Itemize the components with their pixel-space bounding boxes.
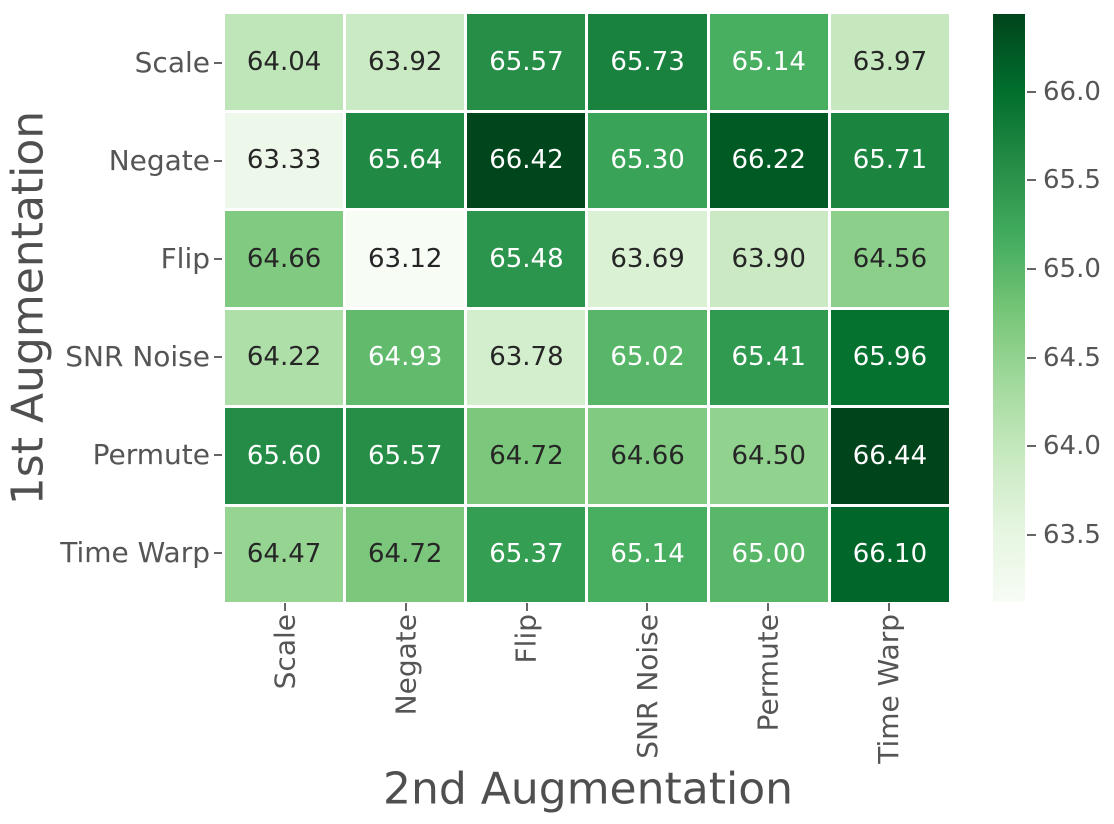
heatmap-cell: 63.78 [467,309,586,405]
x-tick-mark [767,603,769,611]
x-tick-mark [887,603,890,611]
y-tick-label: Permute [92,438,210,471]
y-tick-label: SNR Noise [65,340,210,373]
colorbar-tick-label: 65.0 [1043,254,1101,285]
x-tick-mark [405,603,407,611]
heatmap-cell: 65.73 [588,14,707,110]
y-tick-mark [214,62,222,64]
heatmap-cell: 66.22 [709,112,828,208]
heatmap-cell: 66.10 [830,506,949,602]
heatmap-cell: 65.37 [467,506,586,602]
y-tick-mark [214,356,222,358]
colorbar-tick-label: 63.5 [1043,519,1101,550]
heatmap-cell: 64.72 [467,408,586,504]
colorbar-tick-mark [1027,179,1036,182]
x-tick-label: Scale [268,614,302,690]
y-tick-mark [214,160,222,162]
heatmap-grid: 64.04 63.92 65.57 65.73 65.14 63.97 63.33 65.64… [225,14,949,602]
y-tick-label: Scale [134,46,210,79]
heatmap-cell: 65.14 [588,506,707,602]
x-tick-mark [646,603,649,611]
heatmap-cell: 65.02 [588,309,707,405]
x-tick-label: Negate [389,614,422,716]
heatmap-cell: 63.33 [225,112,344,208]
y-tick-label: Negate [108,144,210,177]
colorbar-tick-mark [1027,533,1036,536]
heatmap-cell: 64.72 [346,506,465,602]
heatmap-cell: 65.60 [225,408,344,504]
heatmap-cell: 63.92 [346,14,465,110]
y-tick-mark [214,552,222,554]
colorbar-tick-label: 66.0 [1043,76,1101,107]
heatmap-cell: 64.04 [225,14,344,110]
heatmap-cell: 63.12 [346,211,465,307]
y-tick-mark [214,454,222,456]
y-tick-mark [214,258,222,260]
heatmap-cell: 66.42 [467,112,586,208]
colorbar-tick-label: 64.0 [1043,431,1101,462]
x-tick-label: SNR Noise [630,614,664,759]
heatmap-cell: 65.14 [709,14,828,110]
heatmap-cell: 64.66 [588,408,707,504]
colorbar-tick-label: 65.5 [1043,165,1101,196]
heatmap-cell: 63.69 [588,211,707,307]
y-tick-label: Flip [160,242,210,275]
x-tick-label: Permute [751,614,784,732]
heatmap-cell: 65.30 [588,112,707,208]
heatmap-cell: 65.57 [346,408,465,504]
colorbar-tick-mark [1027,445,1036,448]
heatmap-cell: 64.56 [830,211,949,307]
x-tick-label: Flip [509,614,543,664]
heatmap-cell: 64.93 [346,309,465,405]
x-tick-label: Time Warp [871,614,905,764]
heatmap-cell: 65.41 [709,309,828,405]
colorbar-tick-mark [1027,268,1036,271]
heatmap-cell: 64.47 [225,506,344,602]
heatmap-cell: 65.71 [830,112,949,208]
heatmap-cell: 63.97 [830,14,949,110]
colorbar [993,14,1025,602]
colorbar-tick-mark [1027,356,1036,359]
heatmap-cell: 64.22 [225,309,344,405]
heatmap-cell: 64.66 [225,211,344,307]
heatmap-cell: 64.50 [709,408,828,504]
x-tick-mark [525,603,528,611]
colorbar-tick-mark [1027,90,1036,93]
heatmap-cell: 66.44 [830,408,949,504]
heatmap-cell: 65.00 [709,506,828,602]
heatmap-cell: 63.90 [709,211,828,307]
heatmap-cell: 65.64 [346,112,465,208]
y-tick-label: Time Warp [60,536,210,569]
x-axis-title: 2nd Augmentation [382,763,794,815]
heatmap-cell: 65.48 [467,211,586,307]
x-tick-mark [284,603,287,611]
heatmap-cell: 65.57 [467,14,586,110]
heatmap-cell: 65.96 [830,309,949,405]
colorbar-tick-label: 64.5 [1043,342,1101,373]
